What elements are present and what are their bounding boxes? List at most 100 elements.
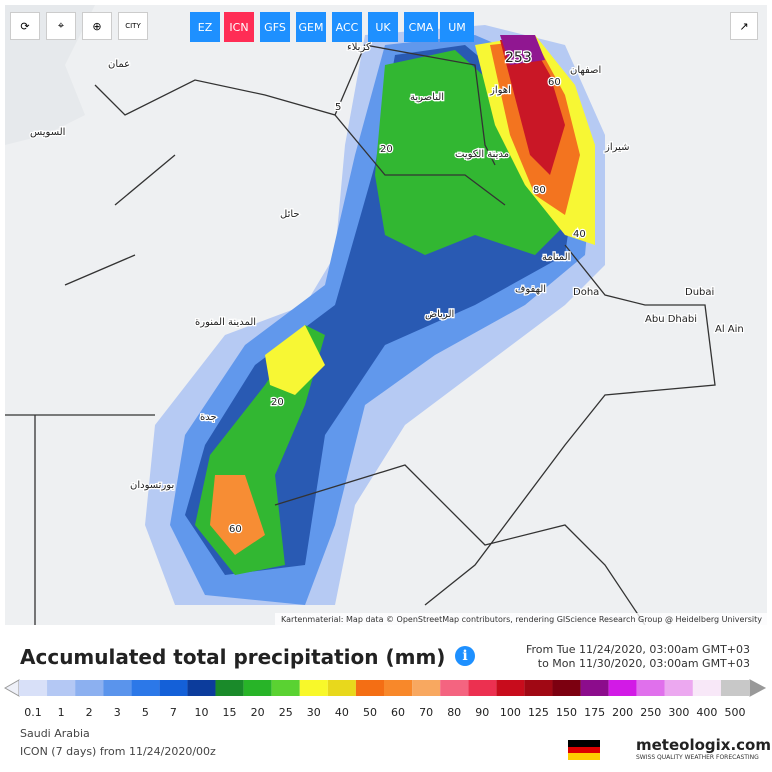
model-button[interactable]: GEM	[296, 12, 326, 42]
legend-label: 10	[194, 706, 208, 719]
legend-arrow-high	[749, 679, 767, 697]
svg-text:اهواز: اهواز	[489, 85, 511, 96]
legend-swatch	[75, 680, 104, 696]
city-button[interactable]: CITY	[118, 12, 148, 40]
legend-label: 25	[279, 706, 293, 719]
period-from: From Tue 11/24/2020, 03:00am GMT+03	[525, 643, 750, 656]
legend-swatch	[440, 680, 469, 696]
model-button[interactable]: UK	[368, 12, 398, 42]
svg-text:شيراز: شيراز	[604, 142, 630, 153]
legend-label: 60	[391, 706, 405, 719]
legend-label: 400	[696, 706, 717, 719]
legend-label: 2	[86, 706, 93, 719]
svg-text:80: 80	[533, 185, 546, 196]
legend-label: 125	[528, 706, 549, 719]
legend-swatch	[608, 680, 637, 696]
info-button[interactable]: i	[455, 646, 475, 666]
legend-label: 70	[419, 706, 433, 719]
svg-text:60: 60	[548, 77, 561, 88]
model-button[interactable]: ACC	[332, 12, 362, 42]
legend-swatch	[355, 680, 384, 696]
brand-name: meteologix.com	[636, 736, 771, 754]
svg-text:60: 60	[229, 524, 242, 535]
legend-label: 50	[363, 706, 377, 719]
color-legend: 0.1 1 2 3 5 7 10 15 20 25 30 40 50 60 70 80 90 100 125 150 1…	[3, 679, 767, 719]
legend-arrow-low	[3, 679, 20, 697]
svg-text:20: 20	[380, 144, 393, 155]
legend-label: 5	[142, 706, 149, 719]
share-button[interactable]: ↗	[730, 12, 758, 40]
legend-swatch	[692, 680, 721, 696]
legend-swatch	[524, 680, 553, 696]
map[interactable]: عمان السويس كربلاء اصفهان الناصرية اهواز…	[5, 5, 767, 625]
legend-label: 200	[612, 706, 633, 719]
svg-text:المنامة: المنامة	[542, 252, 570, 263]
location-button[interactable]: ⌖	[46, 12, 76, 40]
svg-text:الرياض: الرياض	[425, 309, 454, 320]
legend-swatch	[131, 680, 160, 696]
legend-swatch	[580, 680, 609, 696]
svg-text:Al Ain: Al Ain	[715, 324, 744, 335]
svg-text:5: 5	[335, 102, 341, 113]
legend-label: 80	[447, 706, 461, 719]
model-button[interactable]: GFS	[260, 12, 290, 42]
svg-text:Dubai: Dubai	[685, 287, 714, 298]
legend-label: 40	[335, 706, 349, 719]
svg-text:المدينة المنورة: المدينة المنورة	[195, 317, 256, 328]
model-info: ICON (7 days) from 11/24/2020/00z	[20, 745, 216, 758]
svg-text:جدة: جدة	[200, 412, 217, 423]
attribution-bg	[275, 613, 767, 625]
svg-text:253: 253	[505, 50, 532, 66]
legend-label: 7	[170, 706, 177, 719]
refresh-button[interactable]: ⟳	[10, 12, 40, 40]
svg-text:الناصرية: الناصرية	[410, 92, 444, 103]
legend-swatch	[103, 680, 132, 696]
svg-text:اصفهان: اصفهان	[570, 65, 601, 76]
legend-label: 150	[556, 706, 577, 719]
legend-swatch	[187, 680, 216, 696]
model-button[interactable]: ICN	[224, 12, 254, 42]
legend-label: 15	[223, 706, 237, 719]
legend-label: 300	[668, 706, 689, 719]
legend-swatch	[327, 680, 356, 696]
legend-label: 1	[58, 706, 65, 719]
svg-text:Doha: Doha	[573, 287, 599, 298]
flag	[568, 740, 600, 760]
map-labels: عمان السويس كربلاء اصفهان الناصرية اهواز…	[29, 41, 745, 537]
region: Saudi Arabia	[20, 727, 90, 740]
model-button[interactable]: UM	[440, 12, 474, 42]
legend-swatch	[243, 680, 272, 696]
legend-label: 500	[725, 706, 746, 719]
legend-label: 250	[640, 706, 661, 719]
svg-text:بورتسودان: بورتسودان	[130, 480, 174, 491]
model-button[interactable]: CMA	[404, 12, 438, 42]
sea	[5, 5, 95, 145]
legend-label: 30	[307, 706, 321, 719]
legend-swatch	[19, 680, 48, 696]
brand-tagline: SWISS QUALITY WEATHER FORECASTING	[636, 754, 759, 761]
model-button[interactable]: EZ	[190, 12, 220, 42]
legend-swatch	[468, 680, 497, 696]
svg-text:40: 40	[573, 229, 586, 240]
svg-text:الهفوف: الهفوف	[515, 284, 546, 295]
legend-label: 3	[114, 706, 121, 719]
legend-label: 175	[584, 706, 605, 719]
legend-swatch	[552, 680, 581, 696]
svg-text:السويس: السويس	[30, 127, 65, 138]
zoom-button[interactable]: ⊕	[82, 12, 112, 40]
legend-swatch	[384, 680, 413, 696]
legend-swatch	[720, 680, 750, 696]
svg-text:Abu Dhabi: Abu Dhabi	[645, 314, 697, 325]
legend-swatch	[271, 680, 300, 696]
title: Accumulated total precipitation (mm)	[20, 645, 446, 669]
borders	[5, 44, 716, 625]
legend-swatch	[215, 680, 244, 696]
legend-swatch	[636, 680, 665, 696]
legend-swatch	[159, 680, 188, 696]
period-to: to Mon 11/30/2020, 03:00am GMT+03	[537, 657, 750, 670]
legend-swatch	[412, 680, 441, 696]
svg-text:مدينة الكويت: مدينة الكويت	[455, 149, 509, 160]
legend-swatch	[47, 680, 76, 696]
legend-label: 100	[500, 706, 521, 719]
